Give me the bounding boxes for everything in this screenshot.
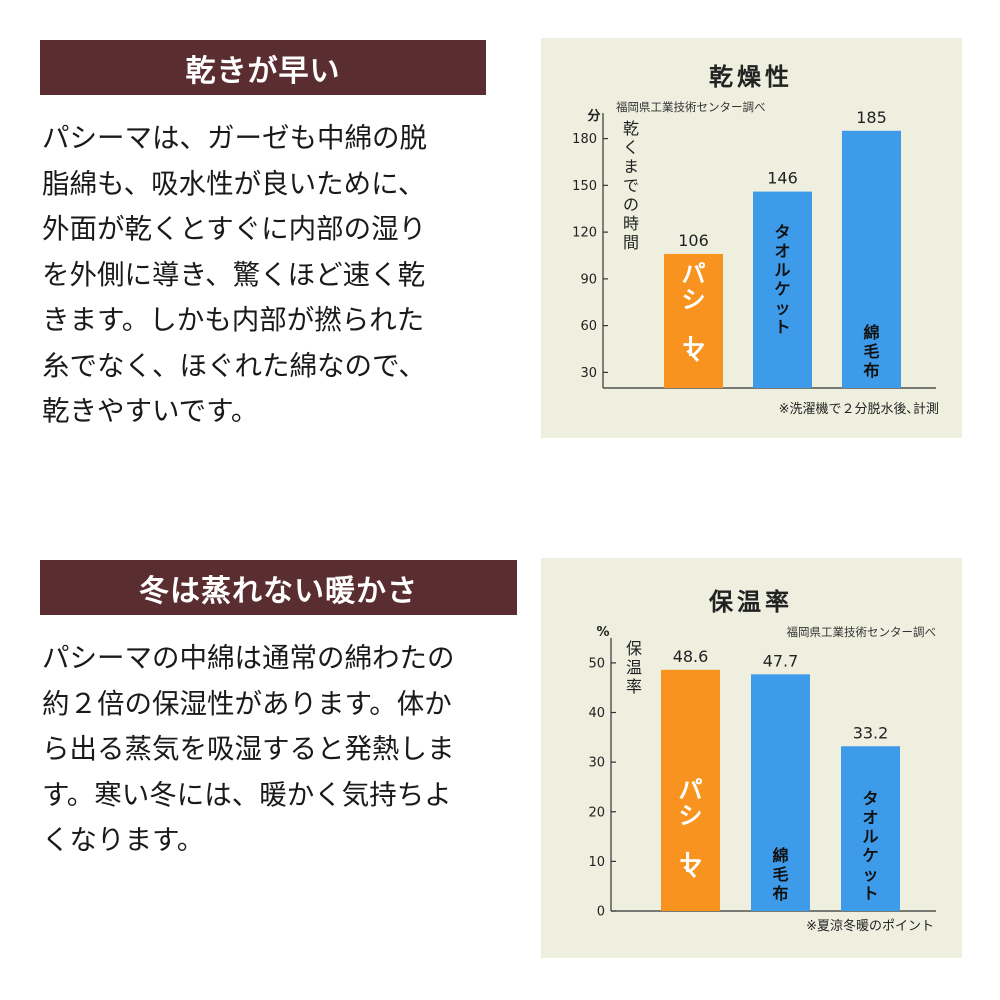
chart-source: 福岡県工業技術センター調べ — [616, 100, 766, 114]
chart-note: ※洗濯機で２分脱水後､計測 — [779, 401, 939, 417]
bar-category-label: パシーマ — [673, 776, 703, 882]
chart-panel-warmth: 保温率 福岡県工業技術センター調べ% 保温率 0 10 20 30 40 50 48.6 パシーマ 4… — [541, 558, 962, 958]
chart-title: 乾燥性 — [709, 63, 793, 91]
bar-category-label: タオルケット — [862, 789, 878, 903]
bar-category-label: 綿毛布 — [863, 323, 879, 380]
text-line: す。寒い冬には、暖かく気持ちよ — [42, 778, 452, 811]
text-line: パシーマは、ガーゼも中綿の脱 — [42, 122, 427, 154]
y-tick-label: 90 — [580, 272, 597, 287]
y-axis-label: 乾くまでの時間 — [623, 119, 639, 252]
y-tick-label: 40 — [588, 706, 605, 721]
y-tick-label: 20 — [588, 805, 605, 820]
text-line: パシーマの中綿は通常の綿わたの — [42, 642, 455, 674]
bar-category-label: 綿毛布 — [772, 846, 788, 903]
text-line: 約２倍の保湿性があります。体か — [42, 687, 452, 720]
y-tick-label: 120 — [572, 226, 597, 241]
y-tick-label: 10 — [588, 855, 605, 870]
text-line: くなります。 — [42, 824, 205, 856]
bar-value-label: 146 — [767, 169, 798, 188]
chart-title: 保温率 — [708, 588, 793, 616]
bar-value-label: 185 — [856, 108, 887, 127]
bar-value-label: 33.2 — [853, 723, 889, 742]
text-line: 外面が乾くとすぐに内部の湿り — [42, 213, 427, 245]
bar-value-label: 48.6 — [673, 647, 709, 666]
y-axis-unit: 分 — [587, 108, 600, 124]
bar — [841, 746, 900, 911]
bar — [661, 669, 720, 911]
section-heading-warmth: 冬は蒸れない暖かさ — [40, 560, 517, 615]
y-tick-label: 50 — [588, 656, 605, 671]
bar — [664, 253, 723, 388]
y-tick-label: 150 — [572, 179, 597, 194]
y-tick-label: 180 — [572, 132, 597, 147]
chart-note: ※夏涼冬暖のポイント — [806, 918, 934, 934]
bar-value-label: 47.7 — [763, 651, 799, 670]
text-line: 糸でなく、ほぐれた綿なので、 — [42, 349, 426, 382]
bar — [753, 191, 812, 388]
y-tick-label: 0 — [597, 905, 605, 920]
bar-category-label: パシーマ — [676, 260, 706, 366]
section-body-quick-dry: パシーマは、ガーゼも中綿の脱 脂綿も、吸水性が良いために、 外面が乾くとすぐに内部の… — [42, 116, 427, 435]
y-axis-label: 保温率 — [626, 639, 642, 696]
bar — [842, 130, 901, 388]
text-line: 脂綿も、吸水性が良いために、 — [42, 167, 426, 200]
y-tick-label: 60 — [580, 319, 597, 334]
text-line: ら出る蒸気を吸湿すると発熱しま — [42, 733, 455, 765]
text-line: 乾きやすいです。 — [42, 395, 259, 427]
y-axis-unit: % — [596, 625, 609, 640]
bar — [751, 674, 810, 911]
text-line: きます。しかも内部が撚られた — [42, 304, 425, 336]
section-heading-quick-dry: 乾きが早い — [40, 40, 486, 95]
bar-category-label: タオルケット — [774, 223, 790, 337]
chart-source: 福岡県工業技術センター調べ — [787, 625, 937, 639]
chart-panel-drying: 乾燥性福岡県工業技術センター調べ分乾くまでの時間 30 60 90 120 150 180 1… — [541, 38, 962, 438]
section-body-warmth: パシーマの中綿は通常の綿わたの 約２倍の保湿性があります。体か ら出る蒸気を吸湿する… — [42, 636, 455, 864]
y-tick-label: 30 — [580, 366, 597, 381]
bar-value-label: 106 — [678, 231, 709, 250]
text-line: を外側に導き、驚くほど速く乾 — [42, 258, 426, 291]
y-tick-label: 30 — [588, 756, 605, 771]
